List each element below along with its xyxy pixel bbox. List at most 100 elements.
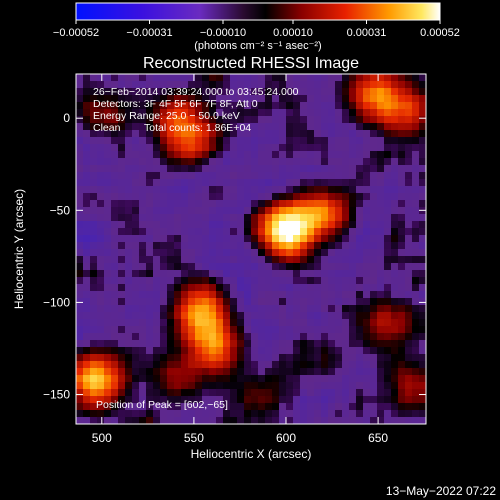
heatmap-pixel <box>321 116 329 124</box>
heatmap-pixel <box>160 116 168 124</box>
heatmap-pixel <box>405 235 413 243</box>
heatmap-pixel <box>230 326 238 334</box>
heatmap-pixel <box>139 193 147 201</box>
heatmap-pixel <box>377 277 385 285</box>
heatmap-pixel <box>356 263 364 271</box>
heatmap-pixel <box>181 95 189 103</box>
heatmap-pixel <box>272 284 280 292</box>
heatmap-pixel <box>384 417 392 424</box>
colorbar-tick-label: 0.00052 <box>420 27 460 39</box>
heatmap-pixel <box>76 347 84 355</box>
heatmap-pixel <box>412 214 420 222</box>
heatmap-pixel <box>363 319 371 327</box>
heatmap-pixel <box>209 95 217 103</box>
heatmap-pixel <box>391 291 399 299</box>
heatmap-pixel <box>146 347 154 355</box>
heatmap-pixel <box>209 354 217 362</box>
heatmap-pixel <box>111 375 119 383</box>
heatmap-pixel <box>153 312 161 320</box>
heatmap-pixel <box>419 382 426 390</box>
heatmap-pixel <box>272 242 280 250</box>
heatmap-pixel <box>412 375 420 383</box>
heatmap-pixel <box>139 347 147 355</box>
heatmap-pixel <box>146 410 154 418</box>
heatmap-pixel <box>181 158 189 166</box>
heatmap-pixel <box>398 305 406 313</box>
heatmap-pixel <box>279 375 287 383</box>
heatmap-pixel <box>167 228 175 236</box>
heatmap-pixel <box>230 165 238 173</box>
heatmap-pixel <box>125 137 133 145</box>
heatmap-pixel <box>202 102 210 110</box>
heatmap-pixel <box>195 410 203 418</box>
heatmap-pixel <box>146 102 154 110</box>
heatmap-pixel <box>111 305 119 313</box>
heatmap-pixel <box>76 312 84 320</box>
heatmap-pixel <box>195 291 203 299</box>
heatmap-pixel <box>377 340 385 348</box>
heatmap-pixel <box>251 95 259 103</box>
heatmap-pixel <box>384 116 392 124</box>
heatmap-pixel <box>202 228 210 236</box>
heatmap-pixel <box>251 396 259 404</box>
heatmap-pixel <box>391 389 399 397</box>
heatmap-pixel <box>363 235 371 243</box>
heatmap-pixel <box>76 354 84 362</box>
heatmap-pixel <box>139 95 147 103</box>
heatmap-pixel <box>300 116 308 124</box>
heatmap-pixel <box>160 221 168 229</box>
heatmap-pixel <box>160 333 168 341</box>
heatmap-pixel <box>314 235 322 243</box>
heatmap-pixel <box>181 347 189 355</box>
heatmap-pixel <box>139 228 147 236</box>
heatmap-pixel <box>286 256 294 264</box>
heatmap-pixel <box>216 417 224 424</box>
heatmap-pixel <box>167 333 175 341</box>
heatmap-pixel <box>125 305 133 313</box>
heatmap-pixel <box>349 249 357 257</box>
heatmap-pixel <box>286 305 294 313</box>
heatmap-pixel <box>118 151 126 159</box>
heatmap-pixel <box>342 144 350 152</box>
heatmap-pixel <box>195 319 203 327</box>
heatmap-pixel <box>76 284 84 292</box>
heatmap-pixel <box>307 249 315 257</box>
heatmap-pixel <box>76 137 84 145</box>
heatmap-pixel <box>167 382 175 390</box>
heatmap-pixel <box>412 270 420 278</box>
heatmap-pixel <box>132 186 140 194</box>
heatmap-pixel <box>328 123 336 131</box>
heatmap-pixel <box>398 228 406 236</box>
heatmap-pixel <box>83 235 91 243</box>
heatmap-pixel <box>195 389 203 397</box>
heatmap-pixel <box>370 151 378 159</box>
heatmap-pixel <box>146 270 154 278</box>
heatmap-pixel <box>90 109 98 117</box>
heatmap-pixel <box>398 214 406 222</box>
heatmap-pixel <box>258 214 266 222</box>
heatmap-pixel <box>237 179 245 187</box>
heatmap-pixel <box>167 340 175 348</box>
heatmap-pixel <box>125 228 133 236</box>
heatmap-pixel <box>153 249 161 257</box>
heatmap-pixel <box>391 235 399 243</box>
heatmap-pixel <box>167 130 175 138</box>
heatmap-pixel <box>223 417 231 424</box>
heatmap-pixel <box>279 284 287 292</box>
heatmap-pixel <box>293 130 301 138</box>
heatmap-pixel <box>398 291 406 299</box>
heatmap-pixel <box>146 417 154 424</box>
heatmap-pixel <box>363 158 371 166</box>
heatmap-pixel <box>181 340 189 348</box>
heatmap-pixel <box>419 319 426 327</box>
heatmap-pixel <box>328 284 336 292</box>
heatmap-pixel <box>342 123 350 131</box>
heatmap-pixel <box>146 228 154 236</box>
heatmap-pixel <box>216 256 224 264</box>
heatmap-pixel <box>230 221 238 229</box>
heatmap-pixel <box>167 144 175 152</box>
heatmap-pixel <box>335 130 343 138</box>
heatmap-pixel <box>370 81 378 89</box>
footer-date: 13−May−2022 07:22 <box>386 484 496 498</box>
heatmap-pixel <box>335 347 343 355</box>
